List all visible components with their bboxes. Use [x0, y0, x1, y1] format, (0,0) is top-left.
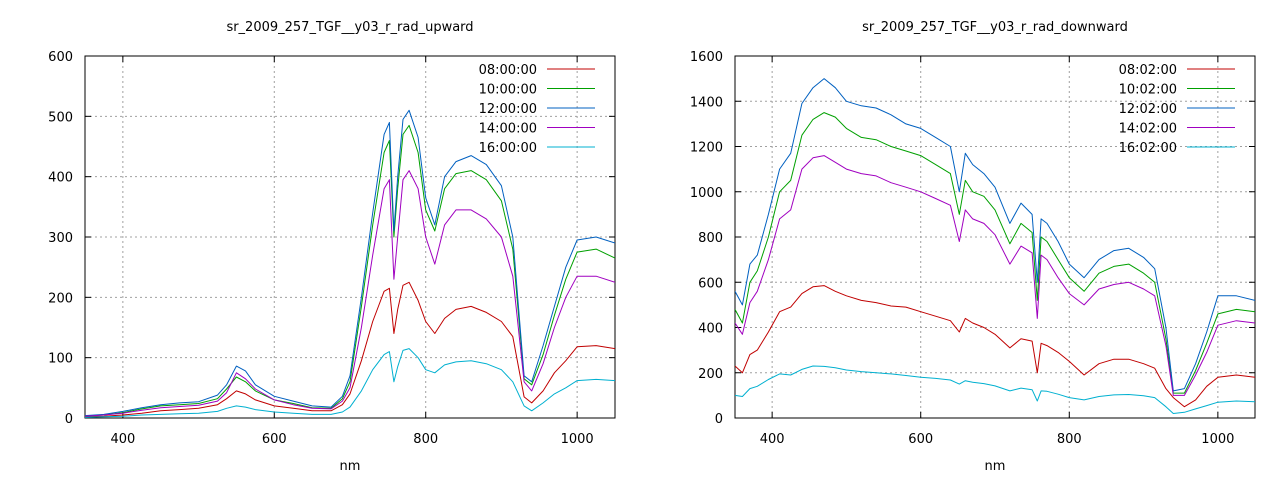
downward-y-tick-label: 1200: [690, 141, 723, 156]
upward-chart-title: sr_2009_257_TGF__y03_r_rad_upward: [226, 20, 473, 35]
upward-y-tick-label: 100: [48, 352, 73, 367]
downward-legend-label-4: 14:02:00: [1119, 122, 1177, 137]
upward-y-tick-label: 0: [65, 412, 73, 427]
downward-legend-label-2: 10:02:00: [1119, 83, 1177, 98]
downward-y-tick-label: 400: [698, 322, 723, 337]
downward-y-tick-label: 1400: [690, 95, 723, 110]
upward-legend-label-4: 14:00:00: [479, 122, 537, 137]
upward-y-tick-label: 600: [48, 50, 73, 65]
downward-legend-label-5: 16:02:00: [1119, 141, 1177, 156]
downward-series-line-3: [735, 78, 1255, 392]
downward-x-axis-label: nm: [985, 459, 1006, 474]
upward-y-tick-label: 200: [48, 291, 73, 306]
upward-legend-label-3: 12:00:00: [479, 102, 537, 117]
upward-series-line-1: [85, 281, 615, 418]
upward-y-tick-label: 500: [48, 110, 73, 125]
upward-x-tick-label: 1000: [561, 432, 594, 447]
downward-y-tick-label: 200: [698, 367, 723, 382]
downward-radiance-chart: sr_2009_257_TGF__y03_r_rad_downward 400 60…: [690, 20, 1256, 474]
downward-y-tick-label: 800: [698, 231, 723, 246]
upward-series-line-4: [85, 170, 615, 417]
downward-series-line-2: [735, 112, 1255, 394]
downward-x-tick-label: 400: [760, 432, 785, 447]
upward-x-tick-label: 400: [110, 432, 135, 447]
upward-x-tick-label: 800: [413, 432, 438, 447]
upward-legend-label-1: 08:00:00: [479, 63, 537, 78]
upward-radiance-chart: sr_2009_257_TGF__y03_r_rad_upward 400 600 8…: [48, 20, 616, 474]
downward-series-line-4: [735, 155, 1255, 396]
downward-legend-label-3: 12:02:00: [1119, 102, 1177, 117]
downward-y-tick-label: 1600: [690, 50, 723, 65]
upward-legend-label-5: 16:00:00: [479, 141, 537, 156]
upward-x-tick-label: 600: [262, 432, 287, 447]
upward-legend-label-2: 10:00:00: [479, 83, 537, 98]
downward-series-line-5: [735, 365, 1255, 414]
upward-series-line-3: [85, 109, 615, 417]
upward-y-tick-label: 300: [48, 231, 73, 246]
upward-x-axis-label: nm: [340, 459, 361, 474]
downward-x-tick-label: 600: [908, 432, 933, 447]
upward-series-line-5: [85, 348, 615, 418]
downward-chart-title: sr_2009_257_TGF__y03_r_rad_downward: [862, 20, 1128, 35]
downward-y-tick-label: 0: [715, 412, 723, 427]
downward-legend-label-1: 08:02:00: [1119, 63, 1177, 78]
upward-y-tick-label: 400: [48, 171, 73, 186]
downward-y-tick-label: 1000: [690, 186, 723, 201]
downward-y-tick-label: 600: [698, 276, 723, 291]
downward-x-tick-label: 800: [1057, 432, 1082, 447]
downward-x-tick-label: 1000: [1201, 432, 1234, 447]
downward-series-line-1: [735, 285, 1255, 408]
